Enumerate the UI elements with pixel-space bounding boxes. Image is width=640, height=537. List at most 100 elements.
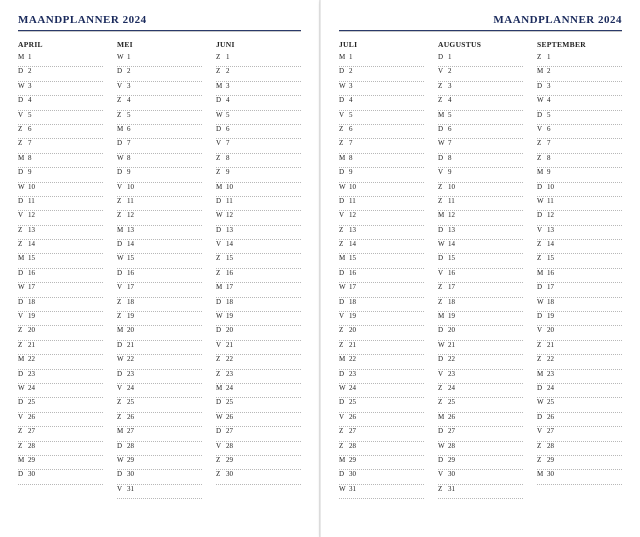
weekday-letter: Z (18, 125, 28, 133)
day-row: W21 (438, 341, 523, 355)
day-number: 28 (547, 442, 559, 450)
day-row: V21 (216, 341, 301, 355)
day-row: D22 (438, 355, 523, 369)
day-row: D6 (216, 125, 301, 139)
day-row: D20 (438, 326, 523, 340)
weekday-letter: Z (18, 442, 28, 450)
day-number: 5 (448, 111, 460, 119)
planner-spread: MAANDPLANNER 2024 APRILM1D2W3D4V5Z6Z7M8D… (0, 0, 640, 537)
month-column: MEIW1D2V3Z4Z5M6D7W8D9V10Z11Z12M13D14W15D… (117, 40, 202, 499)
weekday-letter: V (117, 183, 127, 191)
day-row: V31 (117, 485, 202, 499)
day-number: 1 (349, 53, 361, 61)
day-number: 13 (127, 226, 139, 234)
day-row: Z17 (438, 283, 523, 297)
day-number: 1 (127, 53, 139, 61)
day-row: D20 (216, 326, 301, 340)
day-row: M23 (537, 370, 622, 384)
day-row: D25 (18, 398, 103, 412)
day-row: D19 (537, 312, 622, 326)
day-row: Z11 (438, 197, 523, 211)
day-row: M27 (117, 427, 202, 441)
day-number: 22 (349, 355, 361, 363)
weekday-letter: D (117, 442, 127, 450)
day-row: D14 (117, 240, 202, 254)
weekday-letter: D (537, 211, 547, 219)
day-number: 4 (226, 96, 238, 104)
day-number: 4 (448, 96, 460, 104)
day-number: 11 (349, 197, 361, 205)
day-number: 25 (127, 398, 139, 406)
day-number: 26 (28, 413, 40, 421)
day-number: 24 (28, 384, 40, 392)
day-number: 1 (547, 53, 559, 61)
month-column: APRILM1D2W3D4V5Z6Z7M8D9W10D11V12Z13Z14M1… (18, 40, 103, 499)
day-row: V17 (117, 283, 202, 297)
day-row: D21 (117, 341, 202, 355)
day-number: 6 (127, 125, 139, 133)
day-row: Z13 (339, 226, 424, 240)
weekday-letter: Z (438, 283, 448, 291)
month-column: JULIM1D2W3D4V5Z6Z7M8D9W10D11V12Z13Z14M15… (339, 40, 424, 499)
day-number: 24 (127, 384, 139, 392)
weekday-letter: V (438, 370, 448, 378)
month-heading: SEPTEMBER (537, 40, 622, 49)
weekday-letter: W (339, 485, 349, 493)
day-number: 28 (226, 442, 238, 450)
day-number: 16 (28, 269, 40, 277)
day-number: 13 (226, 226, 238, 234)
day-number: 31 (448, 485, 460, 493)
weekday-letter: Z (438, 183, 448, 191)
day-row: D9 (117, 168, 202, 182)
day-number: 2 (349, 67, 361, 75)
day-number: 10 (28, 183, 40, 191)
day-number: 14 (226, 240, 238, 248)
day-number: 6 (349, 125, 361, 133)
weekday-letter: Z (438, 82, 448, 90)
weekday-letter: V (537, 125, 547, 133)
day-number: 17 (28, 283, 40, 291)
weekday-letter: D (438, 326, 448, 334)
day-row: Z8 (537, 154, 622, 168)
day-row: M29 (18, 456, 103, 470)
day-row: M16 (537, 269, 622, 283)
day-row: D11 (18, 197, 103, 211)
day-number: 7 (448, 139, 460, 147)
weekday-letter: Z (216, 67, 226, 75)
day-number: 28 (127, 442, 139, 450)
weekday-letter: M (537, 67, 547, 75)
day-row: D4 (216, 96, 301, 110)
weekday-letter: Z (438, 96, 448, 104)
day-row: M15 (18, 254, 103, 268)
weekday-letter: W (438, 442, 448, 450)
day-number: 23 (547, 370, 559, 378)
day-row: D16 (117, 269, 202, 283)
day-number: 25 (349, 398, 361, 406)
day-number: 10 (547, 183, 559, 191)
day-row: W4 (537, 96, 622, 110)
weekday-letter: Z (339, 139, 349, 147)
day-number: 12 (547, 211, 559, 219)
day-row: V27 (537, 427, 622, 441)
weekday-letter: Z (537, 456, 547, 464)
day-row: D9 (339, 168, 424, 182)
day-number: 26 (448, 413, 460, 421)
day-row: M22 (18, 355, 103, 369)
day-row: Z21 (18, 341, 103, 355)
weekday-letter: Z (216, 168, 226, 176)
day-row: W19 (216, 312, 301, 326)
day-row: Z14 (339, 240, 424, 254)
weekday-letter: D (117, 470, 127, 478)
weekday-letter: M (117, 226, 127, 234)
weekday-letter: M (18, 154, 28, 162)
day-number: 5 (28, 111, 40, 119)
day-number: 4 (28, 96, 40, 104)
day-row: W7 (438, 139, 523, 153)
day-row: V12 (18, 211, 103, 225)
day-number: 29 (448, 456, 460, 464)
day-number: 18 (28, 298, 40, 306)
day-number: 28 (448, 442, 460, 450)
day-number: 13 (547, 226, 559, 234)
day-row: W3 (18, 82, 103, 96)
day-row: D13 (438, 226, 523, 240)
